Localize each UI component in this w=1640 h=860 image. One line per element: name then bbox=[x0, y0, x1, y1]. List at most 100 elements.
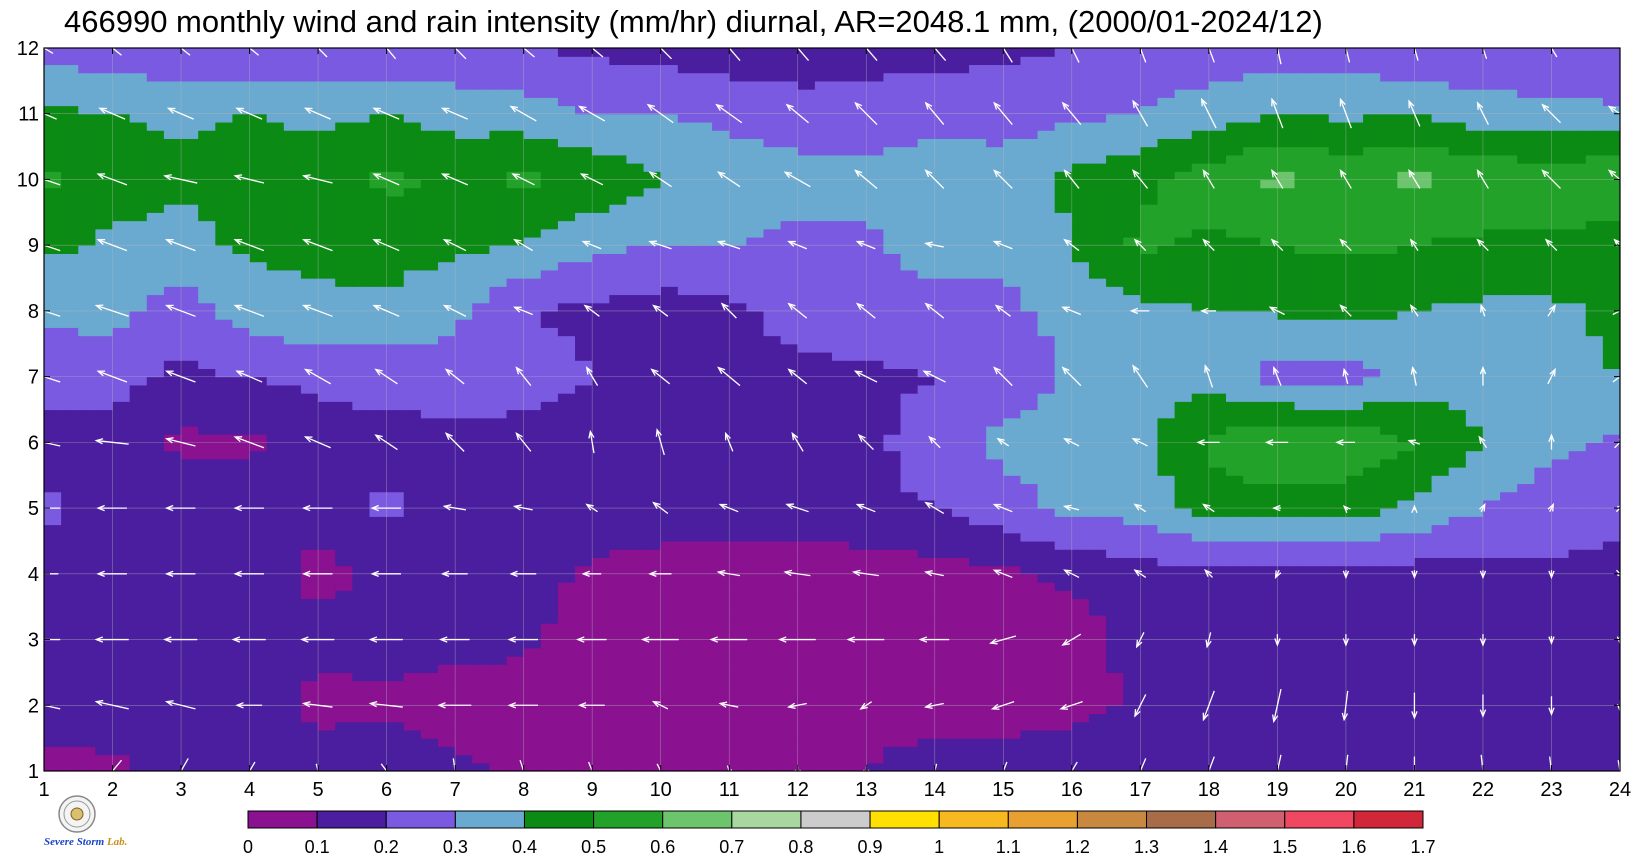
rain-cell bbox=[814, 384, 833, 394]
rain-cell bbox=[1294, 491, 1313, 501]
rain-cell bbox=[1174, 335, 1193, 345]
rain-cell bbox=[712, 549, 730, 558]
rain-cell bbox=[61, 351, 79, 361]
rain-cell bbox=[1414, 540, 1433, 550]
rain-cell bbox=[1517, 508, 1535, 517]
rain-cell bbox=[677, 401, 696, 411]
rain-cell bbox=[455, 738, 473, 747]
rain-cell bbox=[1140, 516, 1159, 526]
rain-cell bbox=[369, 655, 388, 665]
rain-cell bbox=[712, 450, 730, 460]
rain-cell bbox=[403, 705, 422, 715]
rain-cell bbox=[1260, 631, 1278, 641]
rain-cell bbox=[883, 524, 902, 534]
rain-cell bbox=[1602, 598, 1620, 608]
rain-cell bbox=[369, 606, 388, 616]
rain-cell bbox=[1431, 417, 1450, 427]
rain-cell bbox=[763, 590, 782, 600]
rain-cell bbox=[969, 343, 987, 353]
rain-cell bbox=[1226, 360, 1244, 370]
rain-cell bbox=[900, 713, 919, 723]
rain-cell bbox=[729, 425, 747, 435]
rain-cell bbox=[95, 335, 114, 345]
rain-cell bbox=[266, 540, 285, 550]
rain-cell bbox=[1380, 376, 1398, 386]
rain-cell bbox=[489, 491, 508, 501]
rain-cell bbox=[1054, 532, 1073, 542]
rain-cell bbox=[677, 540, 696, 550]
rain-cell bbox=[369, 557, 388, 567]
rain-cell bbox=[677, 368, 696, 378]
rain-cell bbox=[1260, 442, 1278, 452]
rain-cell bbox=[1157, 532, 1176, 542]
rain-cell bbox=[300, 516, 319, 526]
rain-cell bbox=[1517, 475, 1535, 485]
rain-cell bbox=[163, 540, 182, 550]
rain-cell bbox=[1243, 450, 1261, 460]
rain-cell bbox=[1294, 516, 1313, 526]
rain-cell bbox=[866, 401, 884, 411]
rain-cell bbox=[1088, 713, 1107, 723]
rain-cell bbox=[1106, 606, 1124, 616]
rain-cell bbox=[1123, 697, 1141, 706]
rain-cell bbox=[557, 582, 576, 591]
rain-cell bbox=[626, 409, 645, 419]
rain-cell bbox=[163, 516, 182, 526]
rain-cell bbox=[198, 639, 216, 649]
rain-cell bbox=[1088, 360, 1107, 370]
rain-cell bbox=[1345, 360, 1364, 370]
rain-cell bbox=[1328, 680, 1347, 690]
rain-cell bbox=[712, 565, 730, 575]
rain-cell bbox=[146, 467, 165, 476]
rain-cell bbox=[455, 384, 473, 394]
rain-cell bbox=[832, 434, 850, 443]
rain-cell bbox=[438, 458, 456, 468]
rain-cell bbox=[472, 631, 490, 641]
rain-cell bbox=[1191, 721, 1210, 731]
rain-cell bbox=[1294, 376, 1313, 386]
rain-cell bbox=[1363, 738, 1381, 747]
rain-cell bbox=[1071, 376, 1090, 386]
rain-cell bbox=[1482, 573, 1501, 583]
rain-cell bbox=[1328, 655, 1347, 665]
rain-cell bbox=[1226, 458, 1244, 468]
rain-cell bbox=[951, 631, 970, 641]
rain-cell bbox=[1140, 746, 1159, 756]
rain-cell bbox=[917, 458, 936, 468]
rain-cell bbox=[1585, 573, 1604, 583]
rain-cell bbox=[403, 746, 422, 756]
rain-cell bbox=[1414, 590, 1433, 600]
rain-cell bbox=[78, 401, 96, 411]
rain-cell bbox=[883, 647, 902, 657]
rain-cell bbox=[472, 442, 490, 452]
rain-cell bbox=[917, 738, 936, 747]
rain-cell bbox=[849, 606, 867, 616]
rain-cell bbox=[181, 688, 199, 698]
rain-cell bbox=[1431, 590, 1450, 600]
rain-cell bbox=[694, 647, 713, 657]
rain-cell bbox=[455, 754, 473, 764]
rain-cell bbox=[1037, 499, 1056, 509]
rain-cell bbox=[181, 393, 199, 402]
rain-cell bbox=[129, 713, 148, 723]
rain-cell bbox=[232, 327, 251, 337]
rain-cell bbox=[1397, 458, 1416, 468]
rain-cell bbox=[575, 384, 593, 394]
rain-cell bbox=[1328, 721, 1347, 731]
rain-cell bbox=[1037, 360, 1056, 370]
rain-cell bbox=[1328, 532, 1347, 542]
rain-cell bbox=[1054, 401, 1073, 411]
rain-cell bbox=[832, 499, 850, 509]
rain-cell bbox=[969, 483, 987, 493]
rain-cell bbox=[1414, 565, 1433, 575]
rain-cell bbox=[386, 434, 405, 443]
rain-cell bbox=[1482, 450, 1501, 460]
rain-cell bbox=[866, 614, 884, 624]
rain-cell bbox=[1551, 639, 1570, 649]
rain-cell bbox=[386, 499, 405, 509]
rain-cell bbox=[1363, 647, 1381, 657]
rain-cell bbox=[1380, 516, 1398, 526]
rain-cell bbox=[1414, 614, 1433, 624]
rain-cell bbox=[1020, 590, 1039, 600]
rain-cell bbox=[1602, 508, 1620, 517]
